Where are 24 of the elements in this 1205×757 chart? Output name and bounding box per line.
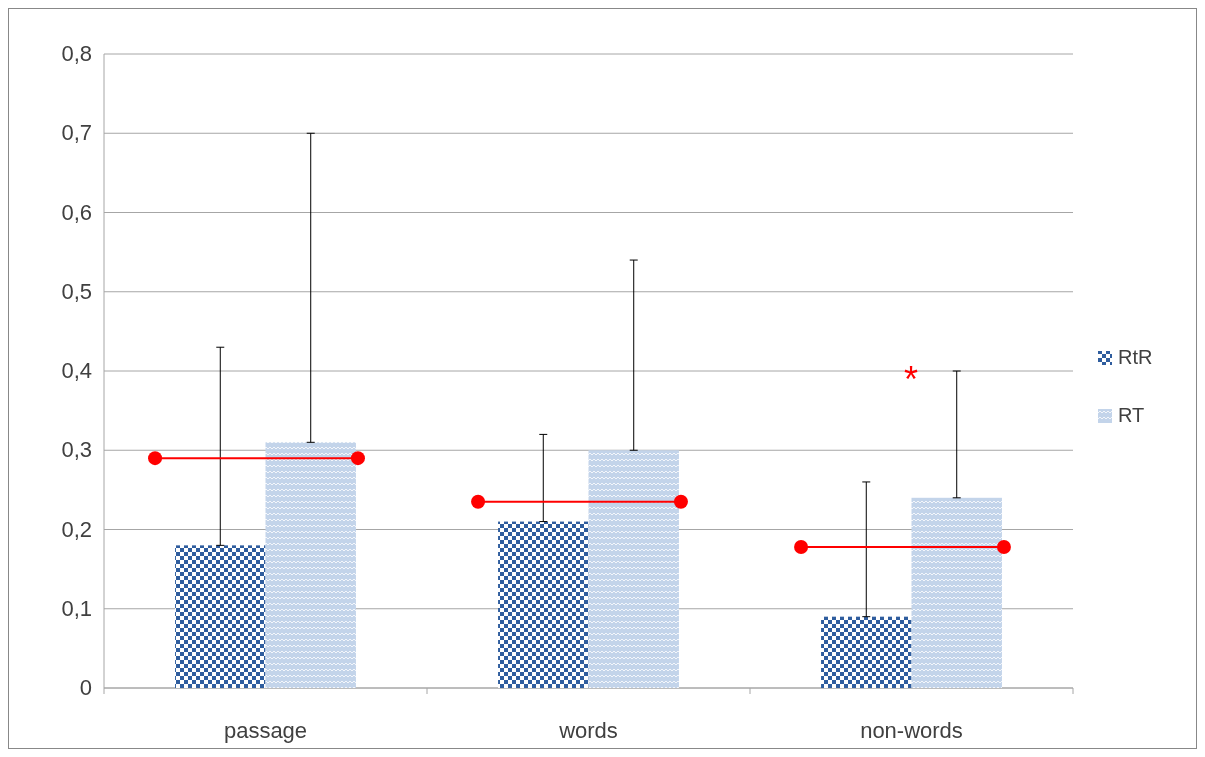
- y-tick-label: 0,8: [61, 41, 92, 66]
- point: [996, 539, 1011, 554]
- y-tick-label: 0,4: [61, 358, 92, 383]
- legend-label: RT: [1118, 404, 1145, 426]
- y-tick-label: 0,1: [61, 595, 92, 621]
- x-tick-label: words: [558, 718, 618, 743]
- point: [673, 494, 688, 509]
- y-tick-label: 0,2: [61, 516, 92, 542]
- bar: [821, 616, 912, 688]
- y-tick-label: 0,3: [61, 437, 92, 463]
- y-tick-label: 0,7: [61, 120, 92, 146]
- y-tick-label: 0,5: [61, 278, 92, 304]
- point: [350, 451, 365, 466]
- bar: [265, 442, 356, 688]
- bar: [588, 450, 679, 688]
- bar: [175, 545, 266, 688]
- y-tick-label: 0: [79, 675, 92, 700]
- annotation: *: [903, 359, 919, 400]
- x-tick-label: non-words: [860, 718, 963, 743]
- legend-label: RtR: [1118, 346, 1153, 368]
- x-tick-label: passage: [223, 718, 308, 743]
- y-tick-label: 0,6: [61, 199, 92, 225]
- bar: [498, 521, 589, 688]
- bar: [911, 497, 1002, 688]
